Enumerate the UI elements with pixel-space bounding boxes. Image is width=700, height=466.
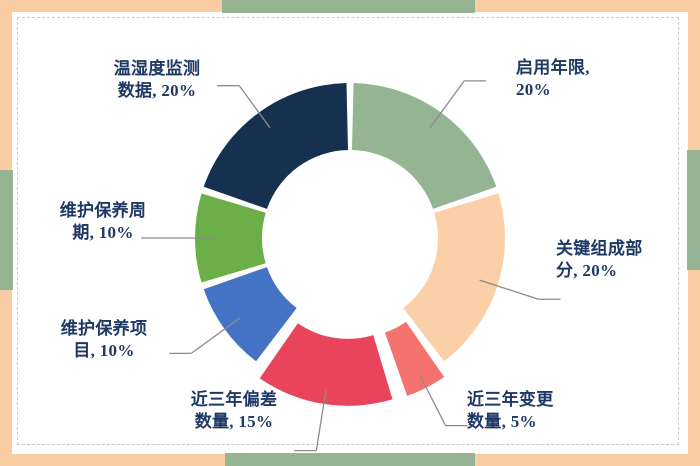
slice-label-jinsannian-biangeng-shuliang: 近三年变更 数量, 5% — [467, 390, 554, 432]
leader-line-weihu-baoyang-xiangmu — [190, 317, 241, 354]
slice-label-jinsannian-piancha-shuliang: 近三年偏差 数量, 15% — [190, 390, 278, 432]
frame-accent-top — [222, 0, 475, 13]
donut-slices — [195, 83, 505, 406]
leader-line-guanjian-zuchengbufen — [479, 279, 539, 300]
donut-slice-jinsannian-piancha-shuliang[interactable] — [259, 323, 393, 406]
frame-accent-left — [0, 170, 13, 290]
donut-slice-wenshidu-jiance-shuju[interactable] — [203, 83, 349, 209]
leader-line-qiyong-nianxian — [429, 80, 465, 129]
frame-accent-right — [687, 150, 700, 270]
donut-slice-weihu-baoyang-zhouqi[interactable] — [195, 193, 266, 283]
slice-label-wenshidu-jiance-shuju: 温湿度监测 数据, 20% — [113, 59, 201, 101]
leader-line-jinsannian-piancha-shuliang — [315, 389, 327, 451]
donut-slice-jinsannian-biangeng-shuliang[interactable] — [384, 321, 445, 396]
slice-label-guanjian-zuchengbufen: 关键组成部 分, 20% — [556, 239, 643, 281]
donut-slice-weihu-baoyang-xiangmu[interactable] — [203, 267, 297, 362]
leader-line-wenshidu-jiance-shuju — [238, 85, 271, 129]
leader-lines — [141, 80, 561, 452]
donut-slice-guanjian-zuchengbufen[interactable] — [403, 193, 505, 362]
slice-label-weihu-baoyang-zhouqi: 维护保养周 期, 10% — [59, 201, 147, 243]
leader-line-jinsannian-biangeng-shuliang — [419, 375, 447, 426]
slice-label-weihu-baoyang-xiangmu: 维护保养项 目, 10% — [60, 319, 148, 361]
slice-label-qiyong-nianxian: 启用年限, 20% — [516, 58, 590, 100]
frame-accent-bottom — [225, 453, 475, 466]
donut-slice-qiyong-nianxian[interactable] — [351, 83, 497, 209]
